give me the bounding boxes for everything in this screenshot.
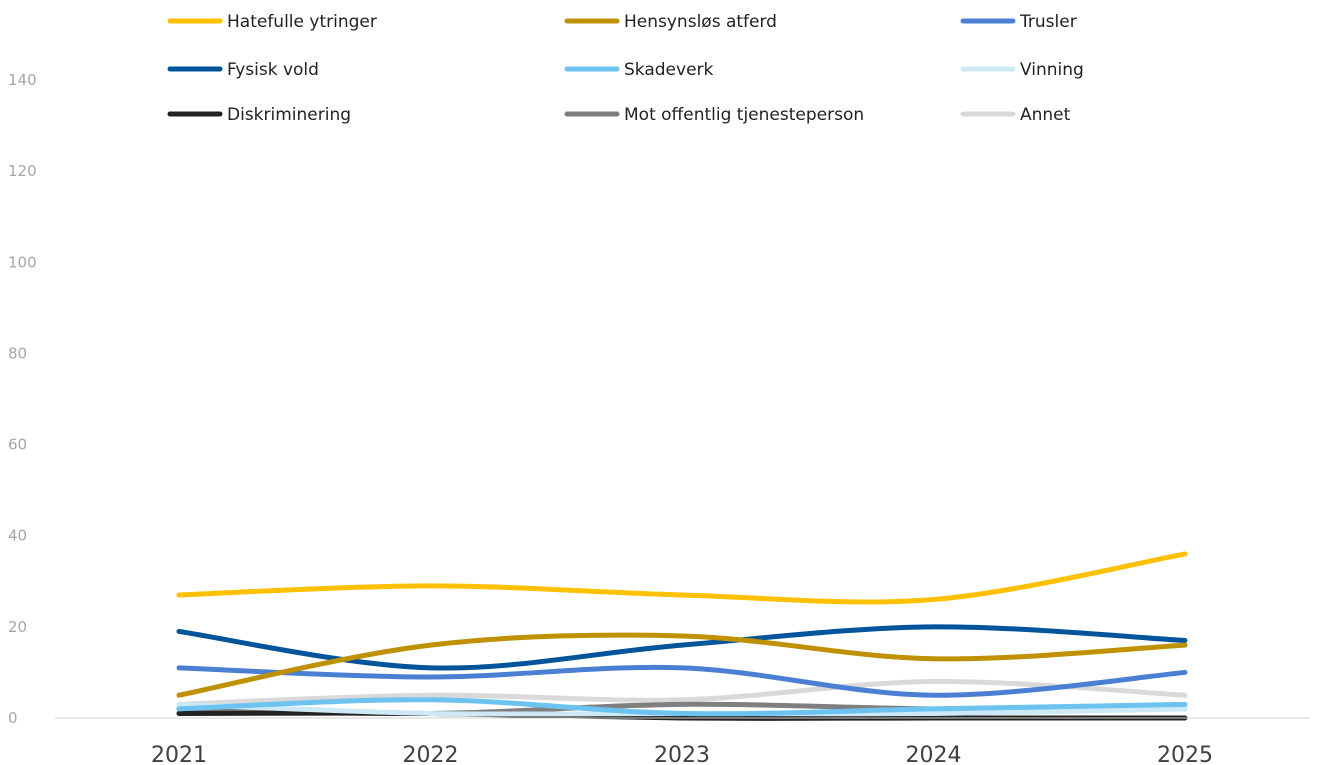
x-tick-label: 2022 bbox=[403, 743, 459, 765]
legend-label: Skadeverk bbox=[624, 60, 714, 80]
series-line-9 bbox=[176, 679, 1188, 707]
y-tick-label: 60 bbox=[8, 436, 27, 454]
y-tick-label: 120 bbox=[8, 162, 37, 180]
legend-item: Fysisk vold bbox=[167, 60, 319, 80]
y-axis: 0 20 40 60 80 100 120 140 bbox=[8, 71, 37, 727]
plot-area bbox=[176, 551, 1188, 721]
legend-item: Vinning bbox=[960, 60, 1084, 80]
y-tick-label: 140 bbox=[8, 71, 37, 89]
series-line-5 bbox=[176, 697, 1188, 717]
legend-item: Diskriminering bbox=[167, 105, 351, 125]
y-tick-label: 100 bbox=[8, 253, 37, 271]
y-tick-label: 40 bbox=[8, 527, 27, 545]
legend: Hatefulle ytringer Hensynsløs atferd Trusl… bbox=[167, 12, 1084, 125]
legend-label: Annet bbox=[1020, 105, 1071, 125]
x-tick-label: 2025 bbox=[1157, 743, 1213, 765]
legend-item: Trusler bbox=[960, 12, 1077, 32]
x-axis: 2021 2022 2023 2024 2025 bbox=[151, 743, 1213, 765]
legend-item: Skadeverk bbox=[564, 60, 714, 80]
legend-label: Hensynsløs atferd bbox=[624, 12, 777, 32]
series-line-2 bbox=[176, 632, 1188, 698]
legend-label: Vinning bbox=[1020, 60, 1084, 80]
legend-label: Mot offentlig tjenesteperson bbox=[624, 105, 864, 125]
legend-item: Mot offentlig tjenesteperson bbox=[564, 105, 864, 125]
series-line-1 bbox=[176, 551, 1188, 605]
x-tick-label: 2024 bbox=[906, 743, 962, 765]
legend-item: Hensynsløs atferd bbox=[564, 12, 777, 32]
legend-label: Fysisk vold bbox=[227, 60, 319, 80]
series-line-3 bbox=[176, 664, 1188, 698]
x-tick-label: 2023 bbox=[654, 743, 710, 765]
y-tick-label: 0 bbox=[8, 709, 18, 727]
legend-label: Diskriminering bbox=[227, 105, 351, 125]
legend-label: Hatefulle ytringer bbox=[227, 12, 377, 32]
legend-item: Annet bbox=[960, 105, 1071, 125]
legend-label: Trusler bbox=[1019, 12, 1077, 32]
legend-item: Hatefulle ytringer bbox=[167, 12, 377, 32]
y-tick-label: 20 bbox=[8, 618, 27, 636]
x-tick-label: 2021 bbox=[151, 743, 207, 765]
y-tick-label: 80 bbox=[8, 344, 27, 362]
